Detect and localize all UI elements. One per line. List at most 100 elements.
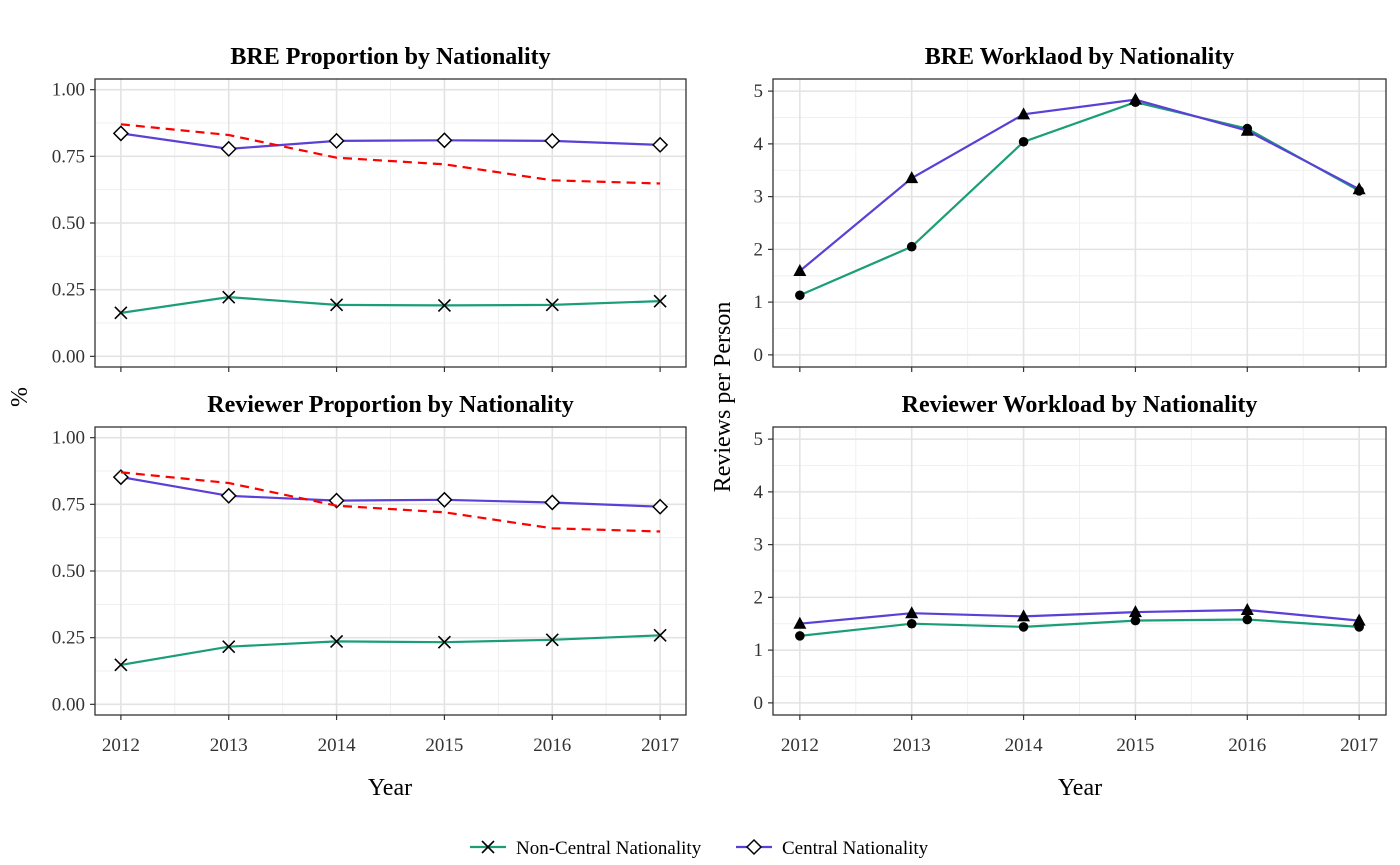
series-line-triangle [799, 608, 1360, 625]
point-marker-x [653, 628, 667, 642]
reference-dashed-line [120, 471, 661, 533]
x-marker-stroke [437, 298, 451, 312]
x-marker-stroke [545, 633, 559, 647]
y-tick-label: 2 [754, 239, 764, 260]
y-axis-title-right: Reviews per Person [710, 302, 736, 493]
y-tick-label: 4 [754, 134, 764, 155]
point-marker-dot [1018, 622, 1029, 632]
point-marker-triangle [793, 616, 807, 629]
series-line-triangle [799, 98, 1360, 272]
point-marker-triangle [1128, 605, 1142, 618]
x-marker-stroke [114, 306, 128, 320]
point-marker-diamond [436, 132, 453, 149]
panel-3: 0.00 0.25 0.50 0.75 1.00 2012 2013 2014 2015 2016… [52, 392, 687, 756]
reference-dashed-line [120, 123, 661, 185]
x-tick-label: 2013 [893, 735, 931, 756]
point-marker-x [114, 306, 128, 320]
point-marker-diamond [544, 494, 561, 511]
panel-title: Reviewer Workload by Nationality [902, 392, 1258, 418]
x-tick-label: 2012 [781, 735, 819, 756]
x-axis-title-left: Year [368, 775, 412, 801]
panel-4: 0 1 2 3 4 5 2012 2013 2014 2015 2016 2017 Reviewer W… [754, 392, 1387, 756]
legend-x-marker-icon [481, 840, 495, 854]
point-marker-diamond [220, 140, 237, 157]
legend: Non-Central Nationality Central National… [470, 838, 929, 859]
point-marker-dot [906, 241, 917, 252]
x-tick-label: 2016 [1228, 735, 1266, 756]
point-marker-triangle [1017, 609, 1031, 622]
point-marker-dot [906, 618, 917, 629]
panel-title: Reviewer Proportion by Nationality [207, 392, 573, 418]
series-line-dot [799, 101, 1360, 297]
panel-border [94, 426, 687, 716]
y-tick-label: 1 [754, 292, 764, 313]
point-marker-x [330, 298, 344, 312]
point-marker-diamond [652, 498, 669, 515]
y-tick-label: 0.75 [52, 494, 85, 515]
x-tick-label: 2014 [318, 735, 357, 756]
x-tick-label: 2016 [533, 735, 571, 756]
x-tick-label: 2015 [1116, 735, 1154, 756]
point-marker-x [222, 640, 236, 654]
y-tick-label: 0.75 [52, 146, 85, 167]
y-tick-label: 3 [754, 535, 764, 556]
y-axis-title-left: % [7, 387, 33, 407]
legend-item-non-central: Non-Central Nationality [470, 838, 702, 859]
point-marker-diamond [436, 491, 453, 508]
point-marker-triangle [1352, 613, 1366, 626]
chart-panels: 0.00 0.25 0.50 0.75 1.00 BRE Proportion by Na… [52, 44, 1387, 756]
series-line-dot [799, 618, 1360, 637]
panel-title: BRE Worklaod by Nationality [925, 44, 1235, 70]
series-line-x [120, 634, 661, 666]
point-marker-x [330, 634, 344, 648]
point-marker-diamond [220, 487, 237, 504]
x-marker-stroke [653, 628, 667, 642]
y-tick-label: 0.50 [52, 213, 85, 234]
x-tick-label: 2015 [425, 735, 463, 756]
point-marker-x [114, 658, 128, 672]
panel-1: 0.00 0.25 0.50 0.75 1.00 BRE Proportion by Na… [52, 44, 687, 372]
panel-border [772, 78, 1387, 368]
x-tick-label: 2017 [641, 735, 679, 756]
point-marker-x [437, 635, 451, 649]
x-axis-title-right: Year [1058, 775, 1102, 801]
y-tick-label: 0.00 [52, 346, 85, 367]
x-marker-stroke [114, 658, 128, 672]
series-line-x [120, 295, 661, 314]
point-marker-x [545, 633, 559, 647]
x-marker-stroke [330, 634, 344, 648]
series-line-diamond [120, 132, 661, 151]
x-tick-label: 2012 [102, 735, 140, 756]
y-tick-label: 0.25 [52, 280, 85, 301]
point-marker-dot [1242, 614, 1253, 625]
legend-label-non-central: Non-Central Nationality [516, 838, 702, 859]
x-marker-stroke [330, 298, 344, 312]
panel-border [772, 426, 1387, 716]
point-marker-x [437, 298, 451, 312]
y-tick-label: 0 [754, 345, 764, 366]
x-tick-label: 2014 [1005, 735, 1044, 756]
x-marker-stroke [653, 294, 667, 308]
point-marker-triangle [905, 606, 919, 619]
point-marker-triangle [1017, 107, 1031, 120]
point-marker-triangle [1240, 603, 1254, 616]
x-marker-stroke [222, 640, 236, 654]
legend-label-central: Central Nationality [782, 838, 929, 859]
y-tick-label: 1 [754, 640, 764, 661]
y-tick-label: 0.50 [52, 561, 85, 582]
y-tick-label: 0.00 [52, 694, 85, 715]
y-tick-label: 0.25 [52, 628, 85, 649]
point-marker-dot [795, 290, 805, 301]
point-marker-triangle [1240, 123, 1254, 136]
legend-diamond-marker-icon [745, 838, 763, 856]
point-marker-x [222, 290, 236, 304]
point-marker-diamond [544, 132, 561, 149]
panel-title: BRE Proportion by Nationality [230, 44, 550, 70]
y-tick-label: 1.00 [52, 80, 85, 101]
y-tick-label: 0 [754, 693, 764, 714]
y-tick-label: 2 [754, 587, 764, 608]
x-tick-label: 2017 [1340, 735, 1378, 756]
point-marker-dot [795, 631, 805, 641]
point-marker-triangle [905, 171, 919, 184]
